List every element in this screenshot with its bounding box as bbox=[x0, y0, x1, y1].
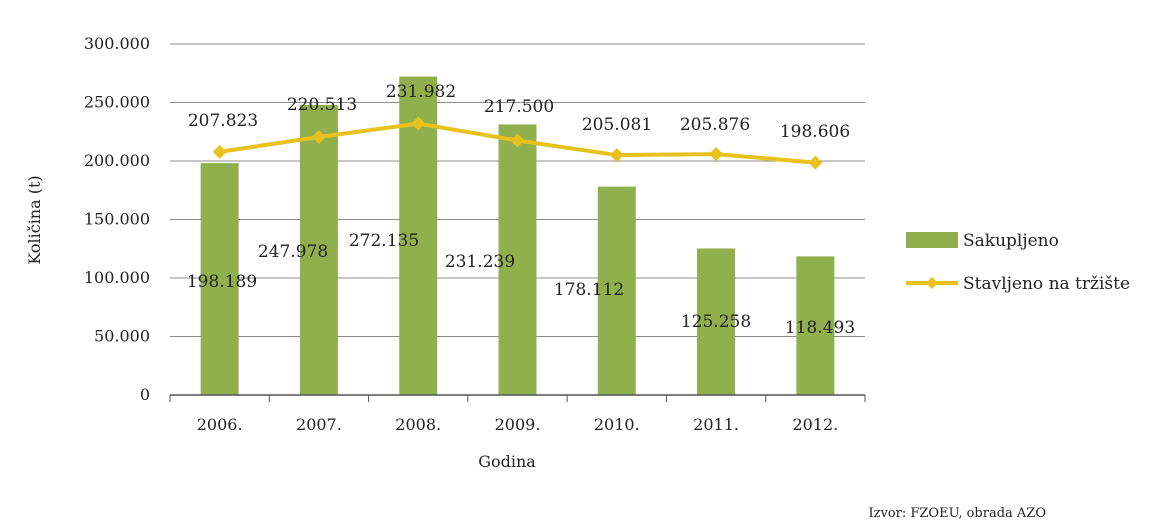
bar-data-label: 247.978 bbox=[258, 242, 328, 262]
bar bbox=[796, 256, 835, 395]
line-marker bbox=[808, 155, 823, 170]
line-data-label: 198.606 bbox=[780, 122, 850, 142]
line-data-label: 217.500 bbox=[484, 97, 554, 117]
y-tick-label: 100.000 bbox=[84, 268, 150, 287]
legend-swatch-sakupljeno bbox=[906, 232, 958, 248]
axes: 0 50.000 100.000 150.000 200.000 250.000 300.0… bbox=[84, 34, 866, 434]
bar-data-label: 231.239 bbox=[445, 252, 515, 272]
bar bbox=[200, 163, 239, 395]
line-data-label: 231.982 bbox=[386, 82, 456, 102]
line-marker bbox=[311, 129, 326, 144]
y-tick-label: 50.000 bbox=[94, 327, 150, 346]
bar-data-label: 198.189 bbox=[187, 272, 257, 292]
x-tick-label: 2011. bbox=[693, 415, 739, 434]
bar bbox=[597, 186, 636, 395]
bar-data-label: 118.493 bbox=[785, 318, 855, 338]
legend-label-sakupljeno: Sakupljeno bbox=[963, 231, 1059, 251]
line-data-label: 220.513 bbox=[287, 95, 357, 115]
line-data-label: 205.081 bbox=[582, 115, 652, 135]
bar-data-label: 125.258 bbox=[681, 312, 751, 332]
line-data-label: 207.823 bbox=[188, 111, 258, 131]
legend-marker-stavljeno bbox=[926, 277, 938, 289]
bar-data-label: 272.135 bbox=[349, 231, 419, 251]
bar bbox=[697, 248, 736, 395]
x-tick-label: 2009. bbox=[495, 415, 541, 434]
line-marker bbox=[212, 144, 227, 159]
legend: Sakupljeno Stavljeno na tržište bbox=[906, 231, 1130, 294]
legend-label-stavljeno: Stavljeno na tržište bbox=[963, 274, 1130, 294]
bar bbox=[498, 124, 537, 395]
y-tick-label: 0 bbox=[140, 385, 150, 404]
y-tick-label: 200.000 bbox=[84, 151, 150, 170]
y-tick-label: 300.000 bbox=[84, 34, 150, 53]
x-tick-label: 2007. bbox=[296, 415, 342, 434]
line-marker bbox=[709, 147, 724, 162]
x-tick-label: 2008. bbox=[395, 415, 441, 434]
source-note: Izvor: FZOEU, obrada AZO bbox=[868, 506, 1046, 521]
line-marker bbox=[510, 133, 525, 148]
x-axis-title: Godina bbox=[478, 452, 536, 471]
x-tick-label: 2006. bbox=[197, 415, 243, 434]
bar bbox=[299, 104, 338, 396]
line-series bbox=[212, 116, 823, 170]
line-marker bbox=[411, 116, 426, 131]
line-data-label: 205.876 bbox=[680, 115, 750, 135]
x-tick-label: 2010. bbox=[594, 415, 640, 434]
bar-series bbox=[200, 76, 835, 396]
bar-data-label: 178.112 bbox=[554, 280, 624, 300]
x-tick-label: 2012. bbox=[792, 415, 838, 434]
y-axis-title: Količina (t) bbox=[25, 175, 44, 264]
line-marker bbox=[609, 148, 624, 163]
y-tick-label: 150.000 bbox=[84, 210, 150, 229]
y-tick-label: 250.000 bbox=[84, 93, 150, 112]
